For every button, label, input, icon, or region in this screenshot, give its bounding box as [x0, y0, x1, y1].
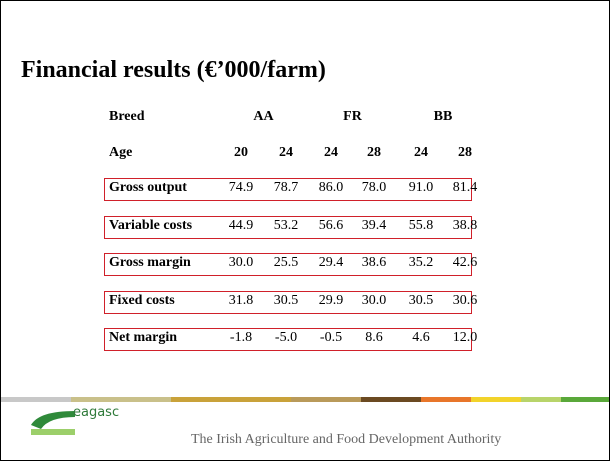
- slide-title: Financial results (€’000/farm): [21, 57, 326, 83]
- row-box: [104, 215, 472, 239]
- cell-value: 4.6: [412, 330, 430, 345]
- logo-text: eagasc: [73, 405, 120, 420]
- cell-value: 44.9: [228, 217, 254, 233]
- cell-value: 29.4: [318, 255, 344, 270]
- cell-value: -5.0: [274, 330, 298, 345]
- row-box: [104, 253, 472, 276]
- cell-value: 56.6: [318, 217, 344, 233]
- cell-value: 30.0: [361, 292, 387, 308]
- cell-value: 78.0: [361, 180, 387, 195]
- row-box: [104, 178, 472, 201]
- cell-value: 86.0: [318, 180, 344, 195]
- row-box: [104, 290, 472, 314]
- cell-value: 30.6: [452, 292, 478, 308]
- cell-value: 81.4: [452, 180, 478, 195]
- cell-value: 91.0: [408, 180, 434, 195]
- cell-value: 38.8: [452, 217, 478, 233]
- age-label: Age: [109, 145, 133, 160]
- color-stripe: [1, 397, 609, 402]
- cell-value: 55.8: [408, 217, 434, 233]
- breed-name: FR: [343, 109, 362, 124]
- cell-value: 78.7: [273, 180, 299, 195]
- breed-name: BB: [433, 109, 453, 124]
- cell-value: -0.5: [319, 330, 343, 345]
- breed-label: Breed: [109, 109, 145, 124]
- logo-mark: [31, 411, 75, 435]
- cell-value: 30.5: [273, 292, 299, 308]
- cell-value: 30.0: [228, 255, 254, 270]
- breed-name: AA: [253, 109, 274, 124]
- cell-value: 74.9: [228, 180, 254, 195]
- cell-value: -1.8: [229, 330, 253, 345]
- row-label: Gross margin: [109, 255, 191, 270]
- cell-value: 31.8: [228, 292, 254, 308]
- row-box: [104, 328, 472, 351]
- age: 20: [234, 145, 248, 160]
- age: 28: [367, 145, 381, 160]
- age: 24: [414, 145, 428, 160]
- age: 24: [279, 145, 293, 160]
- cell-value: 29.9: [318, 292, 344, 308]
- cell-value: 39.4: [361, 217, 387, 233]
- row-label: Net margin: [109, 330, 178, 345]
- cell-value: 35.2: [408, 255, 434, 270]
- cell-value: 30.5: [408, 292, 434, 308]
- cell-value: 42.6: [452, 255, 478, 270]
- cell-value: 8.6: [365, 330, 383, 345]
- row-label: Gross output: [109, 180, 187, 195]
- row-label: Fixed costs: [109, 292, 175, 308]
- row-label: Variable costs: [109, 217, 193, 233]
- age: 24: [324, 145, 338, 160]
- cell-value: 25.5: [273, 255, 299, 270]
- cell-value: 12.0: [452, 330, 478, 345]
- tagline: The Irish Agriculture and Food Developme…: [191, 432, 502, 447]
- cell-value: 38.6: [361, 255, 387, 270]
- age: 28: [458, 145, 472, 160]
- cell-value: 53.2: [273, 217, 299, 233]
